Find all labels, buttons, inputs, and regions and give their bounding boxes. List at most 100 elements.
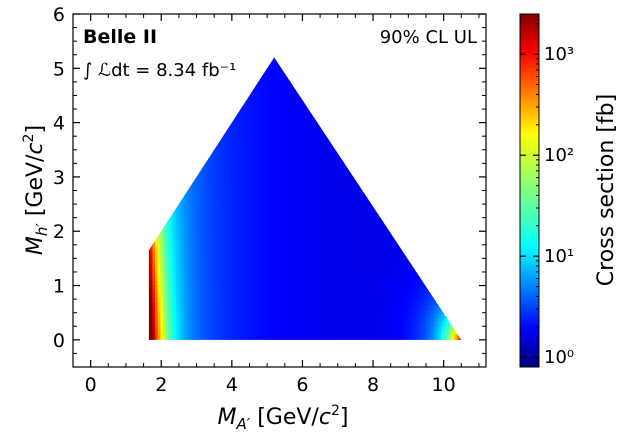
heatmap-cell — [239, 234, 244, 240]
heatmap-cell — [319, 147, 323, 153]
heatmap-cell — [205, 317, 209, 323]
heatmap-cell — [165, 280, 169, 286]
heatmap-cell — [247, 325, 251, 331]
heatmap-cell — [287, 292, 291, 298]
heatmap-cell — [184, 267, 188, 273]
heatmap-cell — [173, 234, 177, 240]
heatmap-cell — [202, 209, 206, 215]
heatmap-cell — [303, 276, 307, 281]
heatmap-cell — [165, 272, 169, 277]
heatmap-cell — [287, 234, 291, 240]
heatmap-cell — [242, 101, 246, 107]
heatmap-cell — [170, 284, 175, 290]
heatmap-cell — [184, 197, 188, 203]
heatmap-cell — [332, 321, 336, 327]
heatmap-cell — [298, 292, 302, 298]
heatmap-cell — [223, 218, 228, 223]
heatmap-cell — [226, 242, 230, 248]
heatmap-cell — [181, 284, 185, 290]
heatmap-cell — [292, 143, 296, 149]
heatmap-cell — [319, 205, 323, 211]
heatmap-cell — [305, 114, 310, 120]
heatmap-cell — [300, 168, 304, 173]
heatmap-cell — [181, 234, 185, 240]
heatmap-cell — [279, 263, 283, 269]
heatmap-cell — [168, 255, 172, 261]
heatmap-cell — [181, 205, 185, 211]
heatmap-cell — [186, 201, 191, 207]
heatmap-cell — [239, 135, 244, 140]
heatmap-cell — [186, 255, 191, 261]
heatmap-cell — [192, 330, 196, 335]
heatmap-cell — [237, 301, 241, 306]
heatmap-cell — [223, 280, 228, 286]
heatmap-cell — [305, 180, 310, 186]
heatmap-cell — [271, 330, 275, 335]
heatmap-cell — [229, 334, 233, 340]
heatmap-cell — [237, 251, 241, 256]
heatmap-cell — [210, 205, 214, 211]
heatmap-cell — [213, 159, 217, 165]
heatmap-cell — [292, 222, 296, 227]
heatmap-cell — [226, 305, 230, 310]
heatmap-cell — [173, 292, 177, 298]
heatmap-cell — [152, 272, 156, 277]
heatmap-cell — [229, 305, 233, 310]
heatmap-cell — [327, 218, 331, 223]
heatmap-cell — [319, 317, 323, 323]
heatmap-cell — [218, 284, 222, 290]
heatmap-cell — [292, 122, 296, 128]
heatmap-cell — [215, 230, 220, 236]
heatmap-cell — [152, 325, 156, 331]
heatmap-cell — [231, 313, 236, 319]
heatmap-cell — [316, 238, 320, 244]
heatmap-cell — [295, 234, 299, 240]
heatmap-cell — [260, 330, 265, 335]
heatmap-cell — [300, 159, 304, 165]
heatmap-cell — [327, 325, 331, 331]
heatmap-cell — [276, 255, 281, 261]
heatmap-cell — [223, 325, 228, 331]
heatmap-cell — [290, 292, 294, 298]
heatmap-cell — [321, 251, 326, 256]
heatmap-cell — [247, 209, 251, 215]
heatmap-cell — [263, 301, 267, 306]
heatmap-cell — [279, 155, 283, 161]
heatmap-cell — [189, 313, 193, 319]
heatmap-cell — [311, 197, 315, 203]
heatmap-cell — [279, 251, 283, 256]
heatmap-cell — [221, 226, 225, 232]
heatmap-cell — [186, 313, 191, 319]
heatmap-cell — [237, 255, 241, 261]
heatmap-cell — [324, 205, 328, 211]
heatmap-cell — [213, 184, 217, 190]
heatmap-cell — [298, 325, 302, 331]
heatmap-cell — [329, 276, 334, 281]
heatmap-cell — [155, 255, 159, 261]
heatmap-cell — [321, 159, 326, 165]
heatmap-cell — [213, 288, 217, 294]
heatmap-cell — [194, 292, 199, 298]
heatmap-cell — [266, 184, 270, 190]
heatmap-cell — [329, 251, 334, 256]
heatmap-cell — [208, 238, 212, 244]
heatmap-cell — [247, 110, 251, 115]
heatmap-cell — [324, 168, 328, 173]
heatmap-cell — [327, 180, 331, 186]
heatmap-cell — [186, 263, 191, 269]
heatmap-cell — [215, 209, 220, 215]
heatmap-cell — [287, 114, 291, 120]
heatmap-cell — [247, 176, 251, 182]
heatmap-cell — [274, 247, 278, 252]
heatmap-cell — [303, 255, 307, 261]
heatmap-cell — [202, 272, 206, 277]
heatmap-cell — [242, 230, 246, 236]
heatmap-cell — [300, 97, 304, 103]
heatmap-cell — [202, 222, 206, 227]
heatmap-cell — [176, 301, 180, 306]
heatmap-cell — [298, 280, 302, 286]
heatmap-cell — [303, 226, 307, 232]
heatmap-cell — [303, 272, 307, 277]
heatmap-cell — [271, 122, 275, 128]
heatmap-cell — [210, 317, 214, 323]
